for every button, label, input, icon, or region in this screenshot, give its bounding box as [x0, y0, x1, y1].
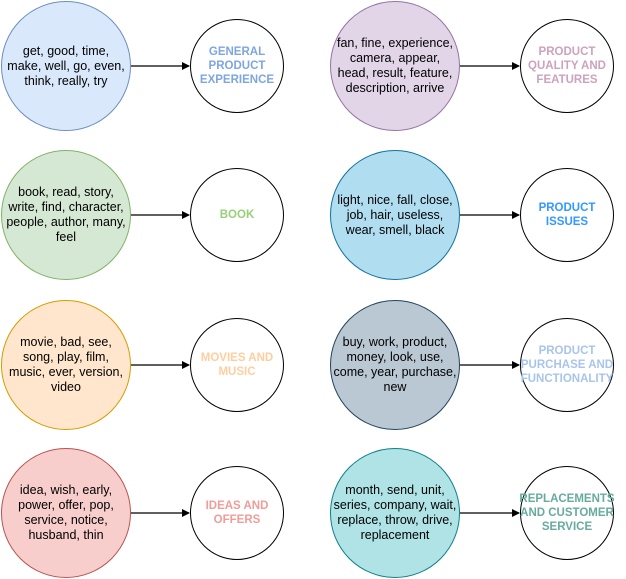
topic-circle-general-product-experience: GENERAL PRODUCT EXPERIENCE — [190, 19, 284, 113]
keyword-list: get, good, time, make, well, go, even, t… — [7, 43, 125, 88]
keyword-list: month, send, unit, series, company, wait… — [333, 483, 457, 542]
keyword-circle-ideas-and-offers: idea, wish, early, power, offer, pop, se… — [1, 448, 131, 578]
topic-circle-replacements-and-customer-service: REPLACEMENTS AND CUSTOMER SERVICE — [519, 466, 615, 560]
topic-label: PRODUCT ISSUES — [538, 202, 596, 228]
topic-label: PRODUCT PURCHASE AND FUNCTIONALITY — [520, 345, 614, 385]
keyword-list: book, read, story, write, find, characte… — [6, 185, 126, 244]
topic-circle-ideas-and-offers: IDEAS AND OFFERS — [190, 466, 284, 560]
topic-label: BOOK — [219, 209, 255, 221]
keyword-list: buy, work, product, money, look, use, co… — [333, 335, 457, 394]
topic-circle-product-issues: PRODUCT ISSUES — [520, 168, 614, 262]
topic-circle-product-quality-and-features: PRODUCT QUALITY AND FEATURES — [520, 19, 614, 113]
keyword-circle-product-issues: light, nice, fall, close, job, hair, use… — [330, 150, 460, 280]
keyword-circle-replacements-and-customer-service: month, send, unit, series, company, wait… — [330, 448, 460, 578]
keyword-circle-product-purchase-and-functionality: buy, work, product, money, look, use, co… — [330, 300, 460, 430]
keyword-circle-book: book, read, story, write, find, characte… — [1, 150, 131, 280]
keyword-circle-general-product-experience: get, good, time, make, well, go, even, t… — [1, 1, 131, 131]
keyword-list: fan, fine, experience, camera, appear, h… — [336, 36, 454, 95]
topic-label: GENERAL PRODUCT EXPERIENCE — [199, 46, 275, 86]
keyword-circle-product-quality-and-features: fan, fine, experience, camera, appear, h… — [330, 1, 460, 131]
topic-circle-book: BOOK — [190, 168, 284, 262]
topic-label: IDEAS AND OFFERS — [205, 500, 269, 526]
topic-circle-product-purchase-and-functionality: PRODUCT PURCHASE AND FUNCTIONALITY — [520, 318, 614, 412]
keyword-list: movie, bad, see, song, play, film, music… — [9, 335, 123, 394]
topic-label: PRODUCT QUALITY AND FEATURES — [528, 46, 606, 86]
keyword-list: idea, wish, early, power, offer, pop, se… — [18, 483, 114, 542]
keyword-list: light, nice, fall, close, job, hair, use… — [337, 192, 453, 237]
topic-label: MOVIES AND MUSIC — [200, 352, 274, 378]
topic-circle-movies-and-music: MOVIES AND MUSIC — [190, 318, 284, 412]
topic-label: REPLACEMENTS AND CUSTOMER SERVICE — [519, 493, 615, 533]
keyword-circle-movies-and-music: movie, bad, see, song, play, film, music… — [1, 300, 131, 430]
